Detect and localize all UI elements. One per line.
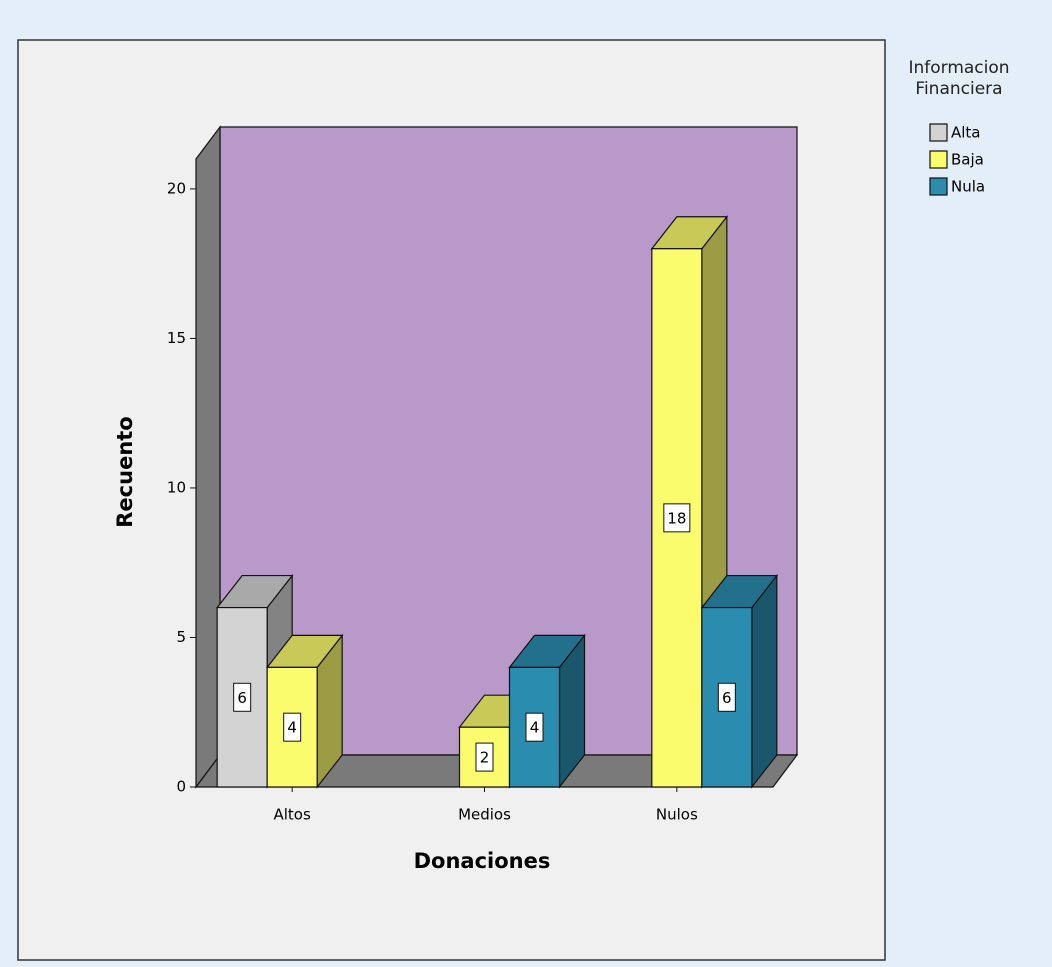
legend-swatch [929, 123, 948, 142]
value-label-box [283, 712, 302, 742]
legend-label: Alta [951, 124, 981, 142]
value-label: 6 [722, 689, 732, 707]
value-label: 4 [530, 719, 540, 737]
value-label: 18 [667, 509, 686, 527]
value-label: 6 [237, 689, 247, 707]
value-label-box [663, 503, 691, 533]
y-axis-label: Recuento [113, 416, 137, 527]
x-tick-label: Medios [458, 806, 511, 824]
legend-swatch [929, 150, 948, 169]
side-wall [195, 125, 221, 789]
value-label-box [717, 682, 736, 712]
y-tick-label: 5 [176, 628, 186, 646]
value-label: 4 [287, 719, 297, 737]
x-tick-label: Altos [274, 806, 311, 824]
legend-label: Baja [951, 151, 984, 169]
y-tick-label: 15 [167, 329, 186, 347]
y-tick-label: 0 [176, 778, 186, 796]
legend-title: Informacion Financiera [908, 58, 1010, 99]
y-tick-label: 20 [167, 179, 186, 197]
value-label-box [233, 682, 252, 712]
value-label: 2 [480, 749, 490, 767]
legend-swatch [929, 177, 948, 196]
x-axis-label: Donaciones [414, 849, 551, 873]
y-tick-label: 10 [167, 478, 186, 496]
value-label-box [475, 742, 494, 772]
x-tick-label: Nulos [656, 806, 698, 824]
bar-side [751, 573, 778, 789]
legend-label: Nula [951, 178, 985, 196]
value-label-box [525, 712, 544, 742]
